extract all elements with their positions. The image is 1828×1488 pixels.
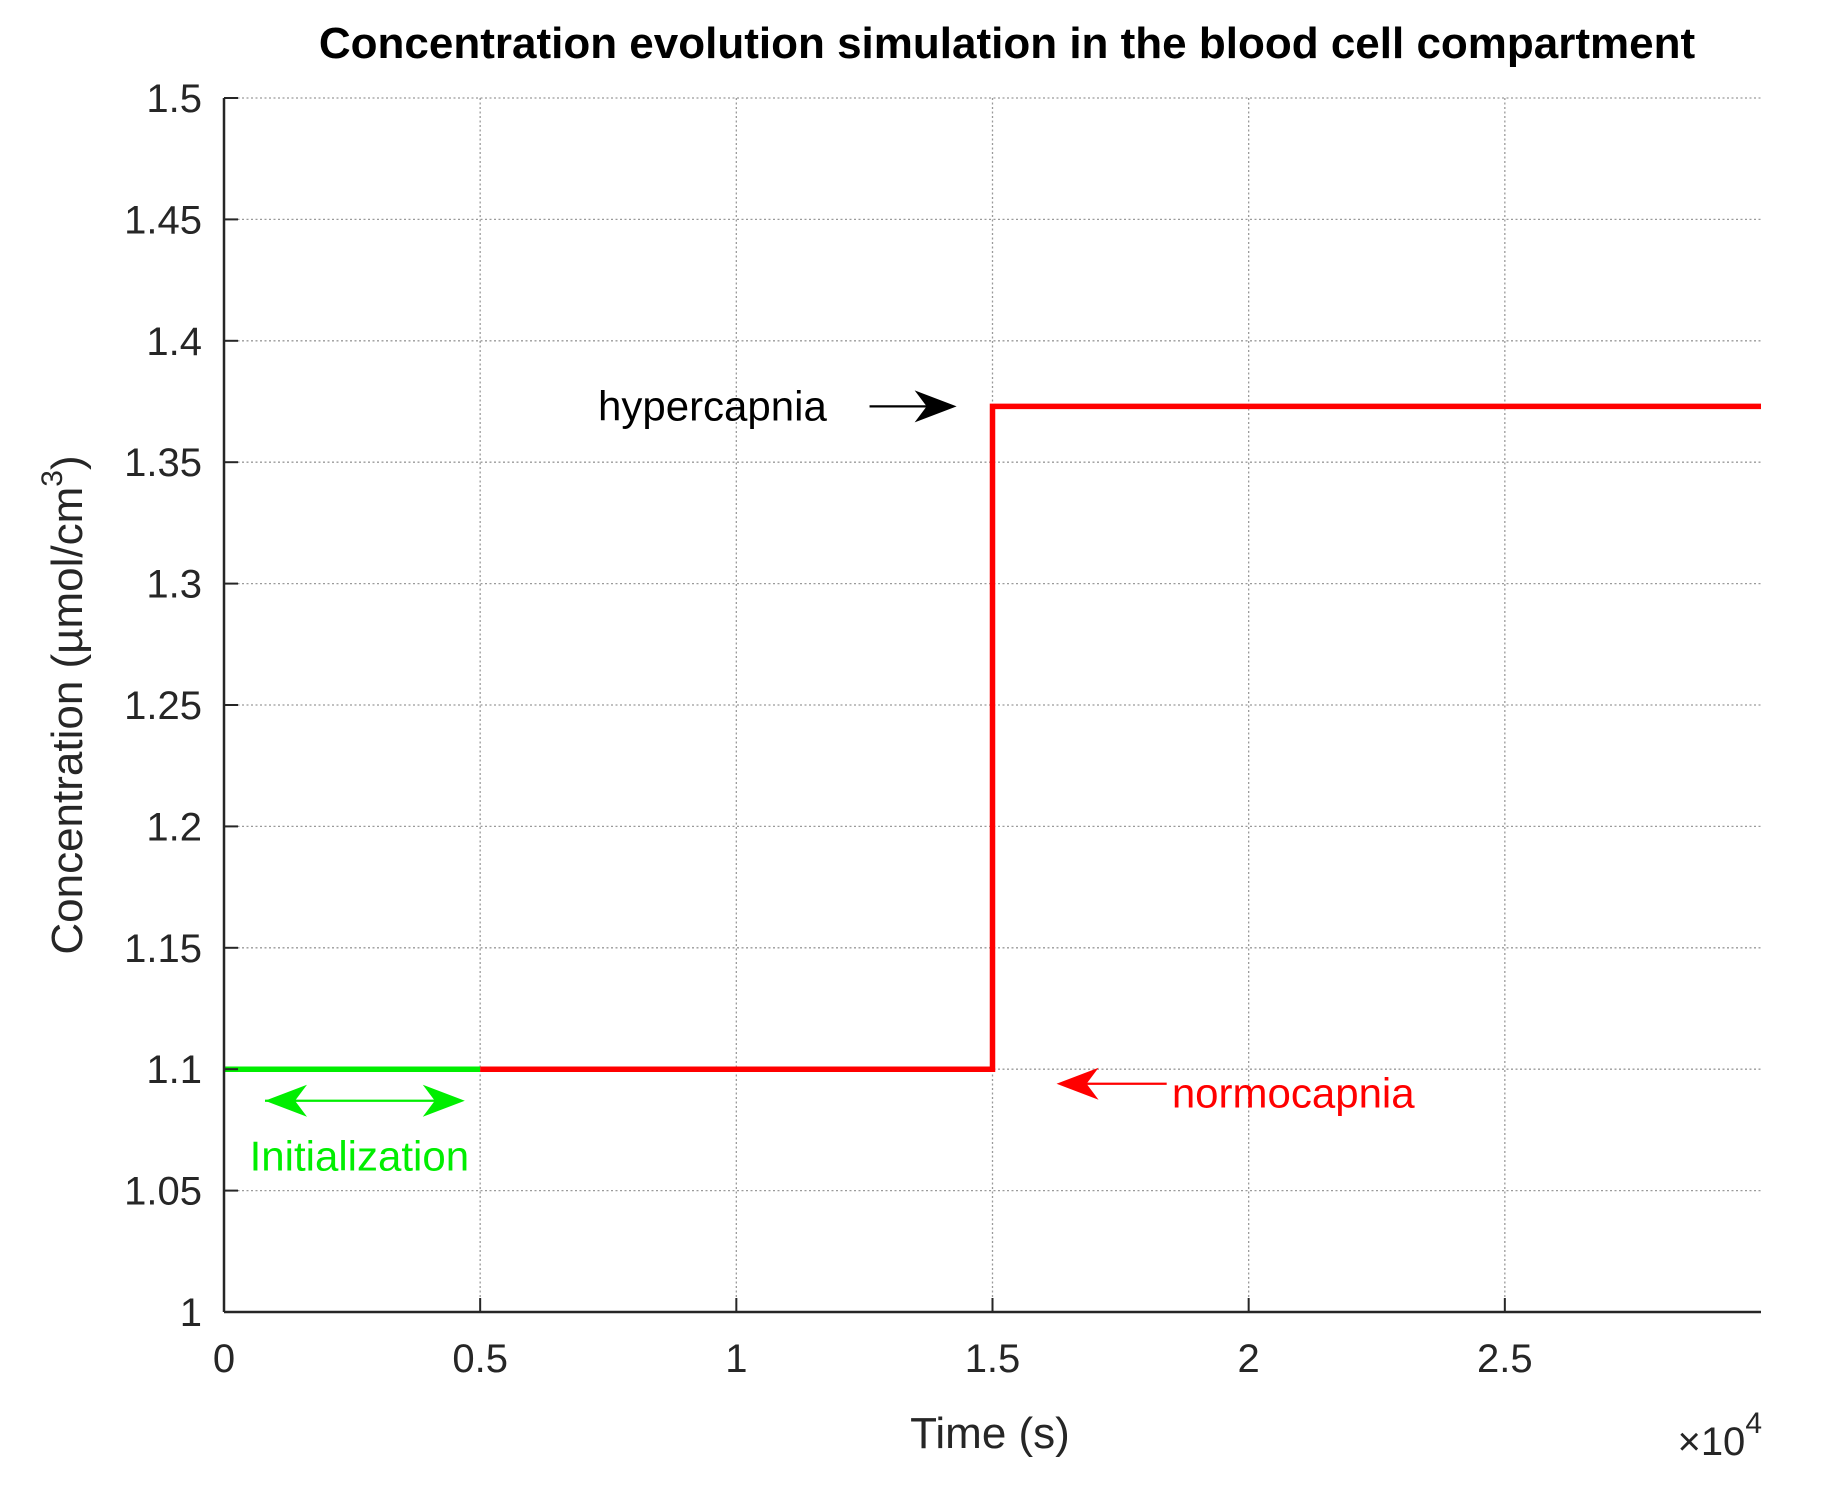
tick-marks	[223, 97, 1506, 1313]
y-tick-label: 1.15	[124, 927, 202, 971]
y-axis-label-superscript: 3	[36, 470, 69, 487]
initialization-label: Initialization	[250, 1133, 469, 1180]
x-tick-label: 2.5	[1477, 1337, 1533, 1381]
initialization-arrow-head	[422, 1084, 465, 1117]
annotations: hypercapnia normocapnia Initialization	[250, 382, 1416, 1179]
hypercapnia-label: hypercapnia	[598, 382, 827, 429]
y-tick-label: 1	[180, 1291, 202, 1335]
series-line-simulation	[480, 403, 1761, 1072]
tick-labels: 0 0.5 1 1.5 2 2.5 1 1.05 1.1 1.15 1.2 1.25 1.3 1.35 1.…	[124, 77, 1532, 1381]
series-group	[224, 403, 1761, 1072]
y-tick-label: 1.5	[146, 77, 202, 121]
x-tick-label: 1.5	[965, 1337, 1021, 1381]
y-tick-label: 1.4	[146, 320, 202, 364]
y-axis-label-close: )	[43, 455, 92, 470]
y-tick-label: 1.1	[146, 1048, 202, 1092]
x-tick-label: 0.5	[452, 1337, 508, 1381]
x-exponent: ×104	[1677, 1407, 1762, 1464]
y-tick-label: 1.25	[124, 684, 202, 728]
y-axis-label-main: Concentration (µmol/cm	[43, 487, 92, 955]
normocapnia-label: normocapnia	[1172, 1069, 1415, 1116]
y-axis-label: Concentration (µmol/cm3)	[36, 455, 92, 954]
x-tick-label: 0	[213, 1337, 235, 1381]
y-tick-label: 1.3	[146, 563, 202, 607]
x-exponent-power: 4	[1745, 1407, 1762, 1440]
y-tick-label: 1.35	[124, 441, 202, 485]
x-exponent-base: ×10	[1677, 1420, 1745, 1464]
y-tick-label: 1.05	[124, 1170, 202, 1214]
y-tick-label: 1.45	[124, 198, 202, 242]
x-axis-label: Time (s)	[910, 1409, 1070, 1458]
y-tick-label: 1.2	[146, 805, 202, 849]
normocapnia-arrow-head	[1056, 1067, 1099, 1100]
initialization-arrow-head-left	[264, 1084, 307, 1117]
hypercapnia-arrow-head	[914, 390, 957, 423]
chart-title: Concentration evolution simulation in th…	[319, 19, 1696, 68]
x-tick-label: 1	[725, 1337, 747, 1381]
x-tick-label: 2	[1238, 1337, 1260, 1381]
